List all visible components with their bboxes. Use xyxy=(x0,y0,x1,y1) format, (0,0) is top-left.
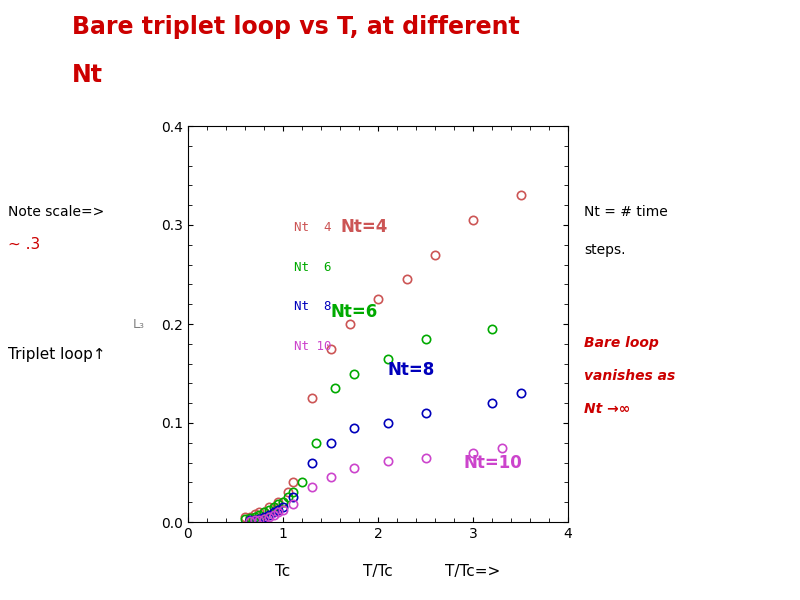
Text: Nt=4: Nt=4 xyxy=(340,218,387,236)
Text: Bare triplet loop vs T, at different: Bare triplet loop vs T, at different xyxy=(72,15,520,39)
Text: L₃: L₃ xyxy=(133,317,145,331)
Text: T/Tc: T/Tc xyxy=(363,564,393,579)
Text: Nt=6: Nt=6 xyxy=(330,303,378,321)
Text: Nt →∞: Nt →∞ xyxy=(584,402,630,416)
Text: Tc: Tc xyxy=(275,564,290,579)
Text: Nt  4: Nt 4 xyxy=(294,221,332,234)
Text: Note scale=>: Note scale=> xyxy=(8,205,104,219)
Text: ~ .3: ~ .3 xyxy=(8,237,40,252)
Text: steps.: steps. xyxy=(584,243,626,257)
Text: Nt=10: Nt=10 xyxy=(463,454,522,472)
Text: T/Tc=>: T/Tc=> xyxy=(446,564,501,579)
Text: Nt = # time: Nt = # time xyxy=(584,205,668,219)
Text: Nt: Nt xyxy=(72,63,103,87)
Text: Nt  8: Nt 8 xyxy=(294,300,332,313)
Text: Nt 10: Nt 10 xyxy=(294,340,332,353)
Text: vanishes as: vanishes as xyxy=(584,369,675,383)
Text: Triplet loop↑: Triplet loop↑ xyxy=(8,347,106,362)
Text: Bare loop: Bare loop xyxy=(584,336,658,350)
Text: Nt  6: Nt 6 xyxy=(294,260,332,274)
Text: Nt=8: Nt=8 xyxy=(388,361,435,379)
